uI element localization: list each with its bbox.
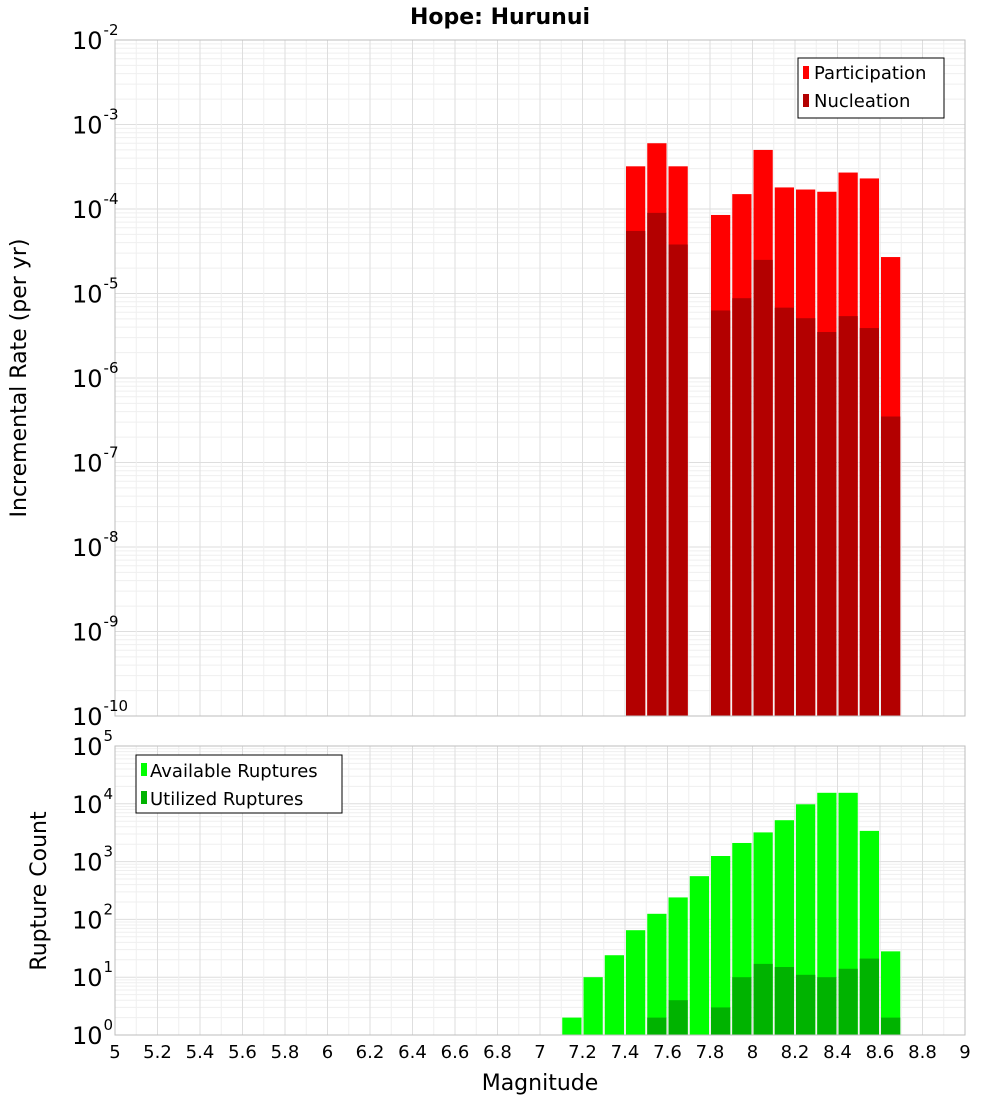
top-grid <box>114 39 966 717</box>
top-bar-nucleation <box>753 259 773 716</box>
x-tick-label: 8.4 <box>823 1042 852 1063</box>
top-bar-nucleation <box>647 212 667 716</box>
x-axis-label: Magnitude <box>482 1071 599 1096</box>
x-tick-label: 7.6 <box>653 1042 682 1063</box>
bottom-bar-utilized-ruptures <box>732 977 752 1035</box>
bottom-bar-utilized-ruptures <box>668 1000 688 1035</box>
x-tick-label: 6.8 <box>483 1042 512 1063</box>
bottom-bars <box>562 792 901 1035</box>
x-tick-label: 5.4 <box>186 1042 215 1063</box>
x-tick-label: 7 <box>534 1042 545 1063</box>
legend-label-available: Available Ruptures <box>150 761 318 782</box>
top-bar-nucleation <box>796 318 816 716</box>
bottom-y-tick-label: 101 <box>72 958 113 992</box>
top-y-tick-label: 10-5 <box>72 275 119 309</box>
top-bar-nucleation <box>711 310 731 716</box>
bottom-legend: Available Ruptures Utilized Ruptures <box>135 754 343 814</box>
bottom-bar-utilized-ruptures <box>647 1017 667 1035</box>
x-tick-label: 7.8 <box>696 1042 725 1063</box>
bottom-bar-utilized-ruptures <box>881 1017 901 1035</box>
legend-swatch-participation <box>803 66 809 79</box>
x-tick-label: 8.2 <box>781 1042 810 1063</box>
chart-title: Hope: Hurunui <box>410 5 590 30</box>
x-tick-label: 6.4 <box>398 1042 427 1063</box>
top-bar-nucleation <box>774 307 794 716</box>
bottom-bar-available-ruptures <box>711 855 731 1035</box>
bottom-plot-frame <box>114 745 966 1036</box>
x-tick-label: 9 <box>959 1042 970 1063</box>
legend-label-participation: Participation <box>814 63 926 84</box>
x-tick-label: 7.4 <box>611 1042 640 1063</box>
bottom-y-tick-label: 102 <box>72 900 113 934</box>
bottom-panel: 100 101 102 103 104 105 5 5.2 5.4 5.6 5.8 6 6.2 6.4 6… <box>27 727 971 1096</box>
bottom-bar-available-ruptures <box>604 955 624 1035</box>
legend-label-nucleation: Nucleation <box>814 91 910 112</box>
x-tick-label: 6.6 <box>441 1042 470 1063</box>
top-legend-box <box>797 57 945 119</box>
bottom-bar-utilized-ruptures <box>753 963 773 1035</box>
x-tick-label: 7.2 <box>568 1042 597 1063</box>
x-tick-label: 8.8 <box>908 1042 937 1063</box>
top-y-tick-label: 10-9 <box>72 613 119 647</box>
bottom-bar-available-ruptures <box>817 792 837 1035</box>
top-bar-nucleation <box>817 332 837 716</box>
legend-swatch-utilized <box>141 791 147 804</box>
top-bar-nucleation <box>668 244 688 716</box>
bottom-bar-available-ruptures <box>626 930 646 1035</box>
x-tick-label: 6.2 <box>356 1042 385 1063</box>
bottom-y-tick-label: 104 <box>72 785 113 819</box>
top-bar-nucleation <box>838 316 858 716</box>
x-tick-label: 5.8 <box>271 1042 300 1063</box>
bottom-y-tick-label: 105 <box>72 727 113 761</box>
top-bar-nucleation <box>859 328 879 716</box>
bottom-bar-available-ruptures <box>647 913 667 1035</box>
top-y-tick-label: 10-2 <box>72 21 119 55</box>
x-tick-label: 5.6 <box>228 1042 257 1063</box>
top-bar-nucleation <box>626 230 646 717</box>
bottom-bar-utilized-ruptures <box>774 967 794 1035</box>
top-bar-nucleation <box>881 416 901 716</box>
legend-swatch-available <box>141 763 147 776</box>
bottom-bar-available-ruptures <box>881 951 901 1035</box>
top-plot-frame <box>114 39 966 717</box>
top-y-tick-label: 10-7 <box>72 444 119 478</box>
legend-label-utilized: Utilized Ruptures <box>150 789 303 810</box>
top-legend: Participation Nucleation <box>797 57 945 119</box>
bottom-bar-utilized-ruptures <box>859 958 879 1035</box>
bottom-bar-utilized-ruptures <box>817 977 837 1035</box>
top-y-ticks: 10-10 10-9 10-8 10-7 10-6 10-5 10-4 10-3 10-2 <box>72 21 128 731</box>
x-tick-label: 8.6 <box>866 1042 895 1063</box>
legend-swatch-nucleation <box>803 94 809 107</box>
bottom-bar-utilized-ruptures <box>711 1007 731 1035</box>
top-bars <box>626 143 901 717</box>
bottom-bar-available-ruptures <box>583 977 603 1035</box>
bottom-y-ticks: 100 101 102 103 104 105 <box>72 727 113 1050</box>
top-y-tick-label: 10-8 <box>72 528 119 562</box>
x-tick-label: 8 <box>747 1042 758 1063</box>
bottom-y-tick-label: 103 <box>72 843 113 877</box>
top-bar-nucleation <box>732 298 752 716</box>
bottom-legend-box <box>135 754 343 814</box>
bottom-y-axis-label: Rupture Count <box>27 811 52 971</box>
bottom-x-ticks: 5 5.2 5.4 5.6 5.8 6 6.2 6.4 6.6 6.8 7 7.2 7.4 7.6 7.8 8… <box>109 1042 970 1063</box>
bottom-bar-utilized-ruptures <box>838 968 858 1035</box>
bottom-bar-available-ruptures <box>689 876 709 1035</box>
top-y-axis-label: Incremental Rate (per yr) <box>7 239 32 518</box>
top-panel: 10-10 10-9 10-8 10-7 10-6 10-5 10-4 10-3 10-2 In… <box>7 21 966 731</box>
top-y-tick-label: 10-10 <box>72 697 128 731</box>
top-y-tick-label: 10-6 <box>72 359 119 393</box>
top-y-tick-label: 10-3 <box>72 106 119 140</box>
top-y-tick-label: 10-4 <box>72 190 119 224</box>
bottom-y-tick-label: 100 <box>72 1016 113 1050</box>
x-tick-label: 5.2 <box>143 1042 172 1063</box>
bottom-bar-utilized-ruptures <box>796 974 816 1035</box>
bottom-bar-available-ruptures <box>562 1017 582 1035</box>
x-tick-label: 5 <box>109 1042 120 1063</box>
x-tick-label: 6 <box>322 1042 333 1063</box>
